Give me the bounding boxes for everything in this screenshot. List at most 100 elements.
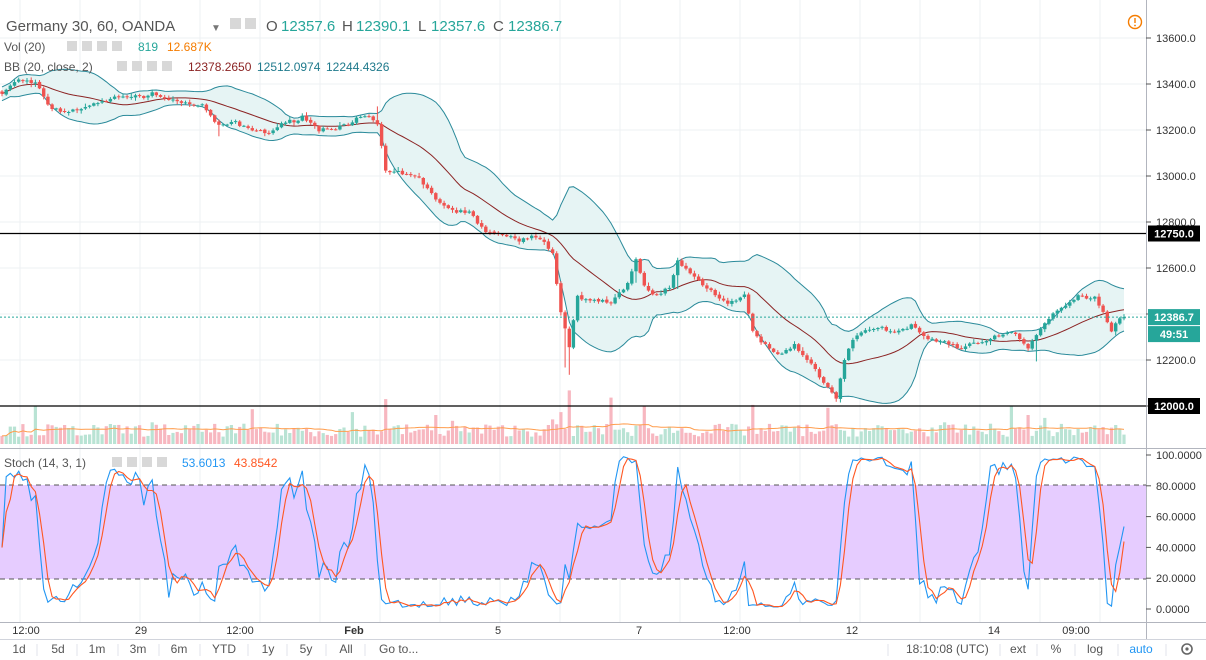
candle-body[interactable]	[409, 174, 413, 176]
candle-body[interactable]	[4, 89, 8, 95]
candle-body[interactable]	[396, 171, 400, 172]
candle-body[interactable]	[21, 80, 25, 82]
candle-body[interactable]	[62, 111, 67, 112]
candle-body[interactable]	[746, 294, 751, 314]
candle-body[interactable]	[1088, 298, 1093, 300]
candle-body[interactable]	[454, 210, 459, 213]
candle-body[interactable]	[530, 235, 534, 239]
candle-body[interactable]	[183, 102, 188, 104]
candle-body[interactable]	[388, 171, 392, 173]
candle-body[interactable]	[12, 82, 17, 86]
candle-body[interactable]	[17, 79, 21, 82]
candle-body[interactable]	[158, 95, 163, 97]
candle-body[interactable]	[1043, 323, 1047, 330]
vol-settings-icon[interactable]	[82, 41, 92, 51]
candle-body[interactable]	[546, 241, 551, 249]
candle-body[interactable]	[621, 289, 626, 293]
candle-body[interactable]	[100, 101, 104, 103]
candle-body[interactable]	[738, 297, 742, 301]
candle-body[interactable]	[788, 348, 792, 351]
utc-clock[interactable]: 18:10:08 (UTC)	[906, 642, 989, 656]
candle-body[interactable]	[484, 226, 488, 233]
candle-body[interactable]	[680, 260, 684, 266]
bb-eye-icon[interactable]	[117, 61, 127, 71]
candle-body[interactable]	[913, 323, 918, 328]
candle-body[interactable]	[1009, 332, 1014, 334]
candle-body[interactable]	[809, 359, 813, 364]
candle-body[interactable]	[1055, 310, 1059, 314]
candle-body[interactable]	[575, 295, 580, 321]
candle-body[interactable]	[154, 92, 158, 96]
candle-body[interactable]	[1038, 328, 1043, 336]
candle-body[interactable]	[596, 299, 601, 302]
candle-body[interactable]	[917, 327, 922, 333]
candle-body[interactable]	[571, 320, 576, 348]
candle-body[interactable]	[842, 360, 847, 379]
candle-body[interactable]	[638, 259, 642, 273]
candle-body[interactable]	[175, 99, 179, 102]
range-button-ytd[interactable]: YTD	[212, 642, 236, 656]
candle-body[interactable]	[267, 132, 271, 134]
candle-body[interactable]	[196, 105, 200, 107]
candle-body[interactable]	[634, 259, 638, 272]
candle-body[interactable]	[930, 338, 934, 340]
candle-body[interactable]	[379, 124, 384, 146]
candle-body[interactable]	[1080, 295, 1084, 297]
range-button-5d[interactable]: 5d	[51, 642, 64, 656]
candle-body[interactable]	[300, 115, 304, 121]
candle-body[interactable]	[817, 369, 822, 378]
candle-body[interactable]	[492, 231, 496, 234]
candle-body[interactable]	[984, 341, 989, 343]
candle-body[interactable]	[600, 300, 605, 302]
candle-body[interactable]	[167, 98, 171, 100]
goto-button[interactable]: Go to...	[379, 642, 418, 656]
candle-body[interactable]	[609, 302, 613, 304]
time-axis[interactable]: 12:00 29 12:00 Feb 5 7 12:00 12 14 09:00	[12, 625, 1090, 637]
candle-body[interactable]	[880, 326, 884, 328]
range-button-1m[interactable]: 1m	[89, 642, 106, 656]
candle-body[interactable]	[905, 328, 909, 330]
symbol-title[interactable]: Germany 30, 60, OANDA	[6, 18, 175, 35]
candle-body[interactable]	[425, 184, 430, 189]
candle-body[interactable]	[296, 120, 300, 123]
candle-body[interactable]	[288, 119, 292, 123]
candle-body[interactable]	[242, 125, 246, 127]
candle-body[interactable]	[163, 97, 167, 99]
candle-body[interactable]	[346, 124, 350, 126]
eye-icon[interactable]	[230, 18, 241, 29]
candle-body[interactable]	[517, 238, 521, 242]
candle-body[interactable]	[855, 335, 859, 340]
candle-body[interactable]	[884, 327, 888, 331]
candle-body[interactable]	[521, 238, 526, 242]
symbol-legend[interactable]: Germany 30, 60, OANDA ▼ O 12357.6 H 1239…	[6, 18, 562, 35]
candle-body[interactable]	[1034, 335, 1039, 341]
candle-body[interactable]	[617, 292, 621, 298]
candle-body[interactable]	[463, 210, 467, 213]
candle-body[interactable]	[321, 128, 325, 132]
candle-body[interactable]	[847, 348, 851, 361]
toolbar-log-button[interactable]: log	[1087, 642, 1103, 656]
stoch-legend[interactable]: Stoch (14, 3, 1) 53.6013 43.8542	[4, 456, 278, 470]
candle-body[interactable]	[659, 293, 663, 295]
candle-body[interactable]	[283, 122, 288, 124]
candle-body[interactable]	[313, 122, 317, 126]
candle-body[interactable]	[734, 300, 738, 302]
candle-body[interactable]	[0, 91, 4, 94]
candle-body[interactable]	[938, 341, 943, 343]
candle-body[interactable]	[87, 105, 92, 107]
range-button-all[interactable]: All	[339, 642, 352, 656]
candle-body[interactable]	[730, 301, 734, 304]
candle-body[interactable]	[755, 331, 759, 337]
candle-body[interactable]	[104, 101, 108, 102]
bb-settings-icon[interactable]	[132, 61, 142, 71]
candle-body[interactable]	[705, 285, 709, 289]
candle-body[interactable]	[851, 339, 855, 349]
candle-body[interactable]	[125, 96, 129, 98]
candle-body[interactable]	[1076, 295, 1080, 300]
candle-body[interactable]	[1005, 332, 1009, 334]
bottom-toolbar[interactable]: 1d 5d 1m 3m 6m YTD 1y 5y All Go to... 18:10:08 (UT…	[12, 642, 1167, 656]
candle-body[interactable]	[129, 96, 133, 98]
candle-body[interactable]	[442, 202, 446, 206]
candle-body[interactable]	[246, 126, 250, 128]
candle-body[interactable]	[646, 286, 651, 291]
